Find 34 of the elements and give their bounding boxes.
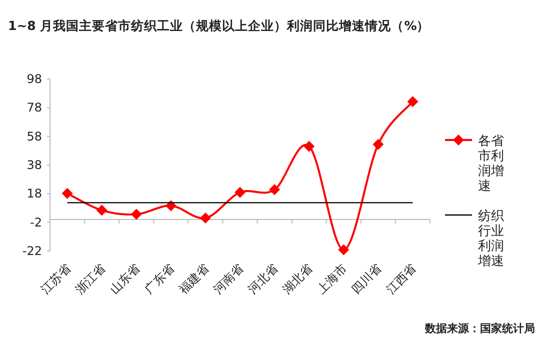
x-tick-label: 浙江省 (72, 261, 108, 297)
point (200, 212, 211, 224)
x-tick-label: 江西省 (383, 261, 419, 297)
y-tick-label: 38 (26, 158, 42, 172)
y-tick-label: 98 (26, 72, 42, 86)
point (62, 188, 73, 199)
x-tick-label: 广东省 (142, 261, 178, 297)
x-tick-label: 河北省 (245, 261, 281, 297)
y-tick-label: 58 (26, 129, 42, 144)
y-tick-label: 78 (26, 100, 42, 115)
y-tick-label: -22 (22, 244, 42, 258)
x-tick-label: 江苏省 (38, 261, 74, 297)
point (372, 138, 384, 150)
x-tick-label: 河南省 (210, 261, 246, 297)
x-tick-label: 上海市 (314, 261, 350, 297)
legend-纺织行业利润增速: 纺织行业利润增速 (445, 209, 504, 269)
point (234, 186, 246, 198)
chart-title: 1~8 月我国主要省市纺织工业（规模以上企业）利润同比增速情况（%） (8, 18, 430, 33)
legend-各省市利润增速: 各省市利润增速 (445, 134, 504, 194)
x-tick-label: 四川省 (348, 261, 384, 297)
point (407, 96, 418, 108)
legend-label: 纺织行业利润增速 (477, 209, 504, 269)
x-tick-label: 山东省 (107, 261, 142, 297)
x-tick-label: 湖北省 (280, 261, 316, 297)
source-note: 数据来源：国家统计局 (424, 322, 535, 335)
x-tick-label: 福建省 (176, 261, 212, 297)
point (96, 204, 108, 216)
legend-label: 各省市利润增速 (478, 134, 504, 194)
point (130, 208, 142, 220)
y-tick-label: -2 (30, 215, 42, 230)
point (338, 244, 350, 256)
point (304, 140, 315, 152)
y-tick-label: 18 (26, 186, 42, 201)
point (269, 184, 280, 196)
